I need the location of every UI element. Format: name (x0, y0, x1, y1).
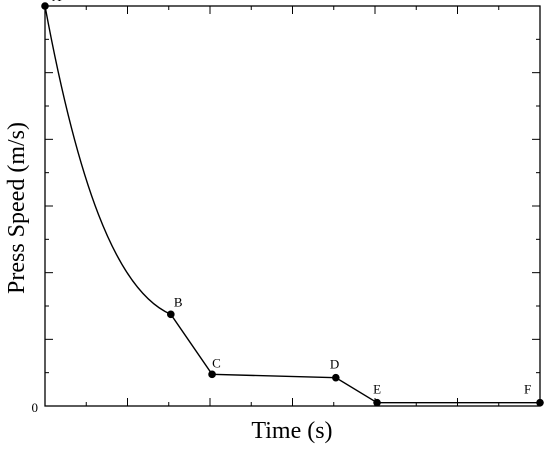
point-label-e: E (373, 382, 381, 397)
plot-border (44, 5, 541, 407)
series-line-group (44, 5, 540, 404)
point-label-c: C (212, 355, 221, 370)
data-point-a (41, 2, 49, 10)
data-point-f (536, 398, 544, 407)
data-markers (41, 2, 544, 407)
point-label-a: A (52, 0, 62, 4)
data-point-d (332, 373, 340, 382)
y-tick-label-zero: 0 (32, 400, 39, 415)
y-axis-title: Press Speed (m/s) (4, 122, 30, 294)
data-point-c (208, 370, 216, 379)
data-point-e (373, 398, 381, 407)
data-point-b (167, 310, 175, 319)
point-label-d: D (330, 357, 339, 372)
point-labels: A B C D E F (52, 0, 531, 397)
plot-frame (44, 5, 541, 407)
point-label-f: F (524, 382, 531, 397)
axis-ticks (45, 6, 540, 406)
series-line (44, 5, 540, 404)
x-axis-title: Time (s) (251, 418, 332, 444)
point-label-b: B (174, 294, 183, 309)
